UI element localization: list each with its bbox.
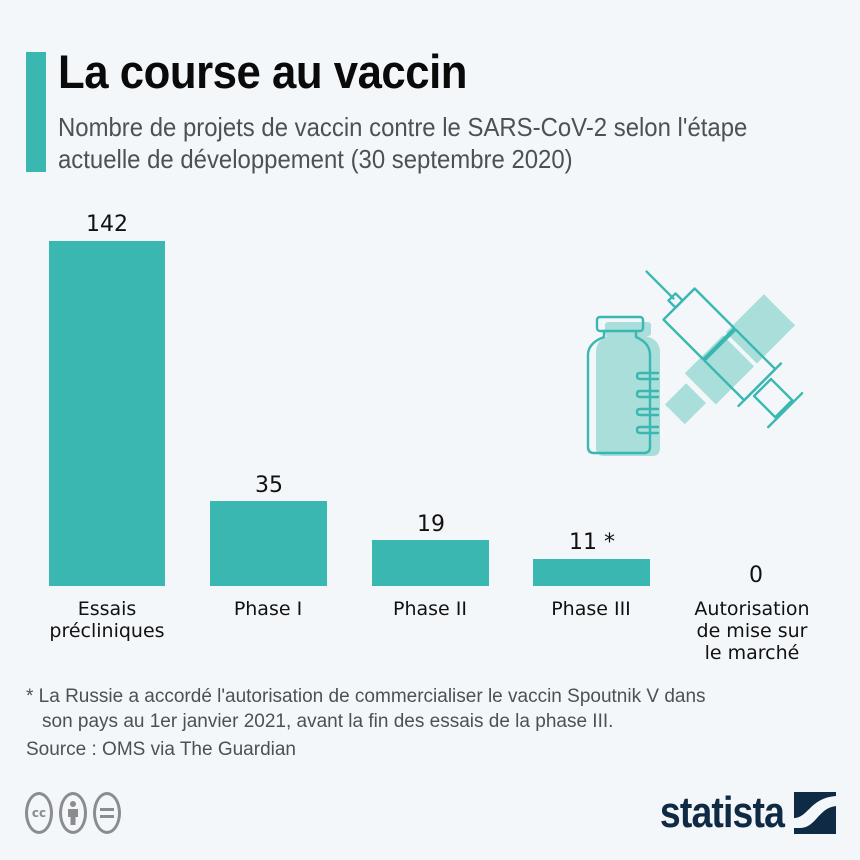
bar-value: 11 * [569, 530, 615, 555]
bar-value: 35 [255, 473, 283, 498]
bar-label: Essais précliniques [49, 598, 165, 642]
creative-commons-license[interactable]: cc [25, 792, 121, 834]
equals-icon [100, 808, 114, 818]
bar-label: Phase I [233, 598, 303, 620]
bar-value: 142 [86, 212, 128, 237]
bar-phase-1 [210, 501, 327, 586]
bar-value: 19 [417, 512, 445, 537]
title-accent-bar [26, 52, 46, 172]
statista-mark-icon [794, 792, 836, 834]
bar-label: Autorisation de mise sur le marché [694, 598, 810, 664]
brand-name: statista [659, 788, 785, 837]
source-text: Source : OMS via The Guardian [26, 739, 296, 760]
bar-phase-3 [533, 559, 650, 586]
bar-chart: 142 Essais précliniques 35 Phase I 19 Ph… [49, 212, 810, 664]
attribution-icon [59, 792, 87, 834]
person-icon [68, 801, 78, 825]
vaccine-vial-syringe-icon [586, 270, 804, 456]
no-derivatives-icon [93, 792, 121, 834]
chart-title: La course au vaccin [58, 45, 468, 98]
bar-phase-2 [372, 540, 489, 586]
bar-essais-precliniques [49, 241, 165, 586]
statista-logo[interactable]: statista [638, 788, 836, 838]
bar-label: Phase III [551, 598, 631, 620]
bar-label: Phase II [393, 598, 467, 620]
footnote: * La Russie a accordé l'autorisation de … [26, 686, 706, 732]
bar-value: 0 [749, 563, 763, 588]
chart-subtitle: Nombre de projets de vaccin contre le SA… [58, 112, 748, 174]
cc-icon: cc [25, 792, 53, 834]
